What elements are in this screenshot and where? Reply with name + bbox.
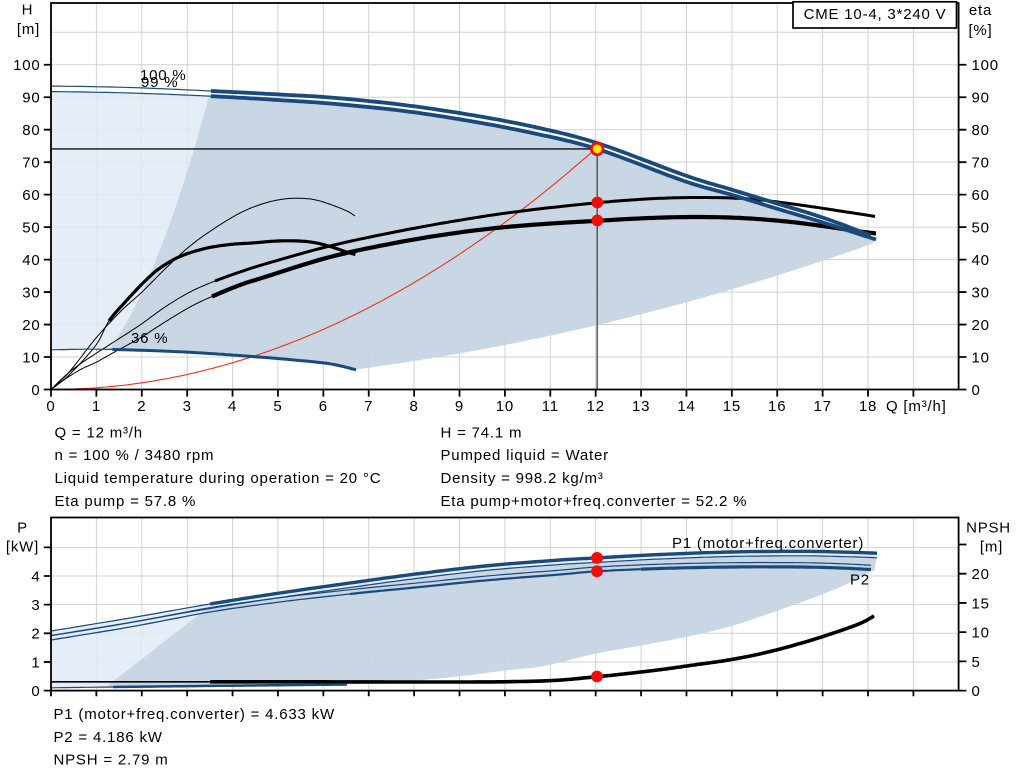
svg-text:18: 18 — [859, 398, 877, 415]
svg-text:P: P — [17, 519, 28, 536]
svg-text:0: 0 — [46, 398, 55, 415]
svg-text:16: 16 — [768, 398, 786, 415]
svg-text:40: 40 — [972, 252, 990, 269]
svg-text:50: 50 — [972, 220, 990, 237]
svg-text:100 %: 100 % — [140, 67, 187, 84]
svg-text:20: 20 — [22, 317, 40, 334]
svg-text:1: 1 — [31, 654, 40, 671]
svg-text:10: 10 — [972, 349, 990, 366]
svg-text:0: 0 — [972, 382, 981, 399]
svg-text:20: 20 — [972, 566, 990, 583]
svg-text:H = 74.1 m: H = 74.1 m — [441, 424, 523, 441]
svg-text:0: 0 — [31, 382, 40, 399]
svg-text:3: 3 — [183, 398, 192, 415]
svg-text:Liquid temperature during oper: Liquid temperature during operation = 20… — [55, 470, 382, 487]
svg-text:5: 5 — [972, 654, 981, 671]
svg-text:30: 30 — [972, 285, 990, 302]
svg-text:100: 100 — [13, 57, 40, 74]
svg-text:CME 10-4, 3*240 V: CME 10-4, 3*240 V — [804, 6, 947, 23]
svg-text:2: 2 — [137, 398, 146, 415]
svg-text:0: 0 — [31, 683, 40, 700]
svg-text:P2: P2 — [850, 572, 870, 589]
svg-text:14: 14 — [677, 398, 695, 415]
svg-text:0: 0 — [972, 683, 981, 700]
svg-text:2: 2 — [31, 626, 40, 643]
svg-text:90: 90 — [972, 90, 990, 107]
svg-text:60: 60 — [972, 187, 990, 204]
svg-text:[kW]: [kW] — [6, 539, 39, 556]
svg-text:11: 11 — [542, 398, 559, 415]
svg-text:P2 = 4.186 kW: P2 = 4.186 kW — [54, 729, 163, 746]
svg-text:10: 10 — [496, 398, 514, 415]
svg-text:15: 15 — [723, 398, 741, 415]
svg-text:13: 13 — [632, 398, 650, 415]
svg-text:Eta pump+motor+freq.converter: Eta pump+motor+freq.converter = 52.2 % — [441, 493, 748, 510]
svg-text:17: 17 — [813, 398, 831, 415]
svg-text:3: 3 — [31, 597, 40, 614]
svg-text:P1 (motor+freq.converter) = 4.: P1 (motor+freq.converter) = 4.633 kW — [54, 706, 335, 723]
svg-text:80: 80 — [972, 122, 990, 139]
svg-text:Pumped liquid = Water: Pumped liquid = Water — [441, 447, 609, 464]
svg-text:4: 4 — [31, 568, 40, 585]
svg-text:8: 8 — [410, 398, 419, 415]
svg-text:99 %: 99 % — [141, 74, 178, 91]
svg-text:80: 80 — [22, 122, 40, 139]
svg-text:30: 30 — [22, 285, 40, 302]
svg-text:H: H — [22, 1, 34, 18]
svg-text:Q [m³/h]: Q [m³/h] — [886, 398, 947, 415]
svg-text:[%]: [%] — [968, 22, 992, 39]
svg-text:P1 (motor+freq.converter): P1 (motor+freq.converter) — [672, 535, 864, 552]
svg-text:7: 7 — [364, 398, 373, 415]
svg-text:n = 100 % / 3480 rpm: n = 100 % / 3480 rpm — [55, 447, 215, 464]
svg-text:eta: eta — [969, 2, 992, 19]
svg-text:NPSH: NPSH — [966, 519, 1011, 536]
svg-text:70: 70 — [22, 155, 40, 172]
svg-text:40: 40 — [22, 252, 40, 269]
svg-text:100: 100 — [972, 57, 999, 74]
svg-text:10: 10 — [972, 625, 990, 642]
svg-text:[m]: [m] — [980, 539, 1003, 556]
svg-text:6: 6 — [319, 398, 328, 415]
svg-text:10: 10 — [22, 349, 40, 366]
svg-text:12: 12 — [587, 398, 605, 415]
svg-text:[m]: [m] — [17, 21, 40, 38]
svg-text:4: 4 — [228, 398, 237, 415]
svg-text:NPSH = 2.79 m: NPSH = 2.79 m — [54, 752, 169, 769]
svg-text:1: 1 — [92, 398, 101, 415]
svg-text:70: 70 — [972, 155, 990, 172]
svg-text:15: 15 — [972, 595, 990, 612]
svg-text:50: 50 — [22, 220, 40, 237]
svg-text:20: 20 — [972, 317, 990, 334]
svg-text:5: 5 — [273, 398, 282, 415]
svg-text:Density = 998.2 kg/m³: Density = 998.2 kg/m³ — [441, 470, 604, 487]
svg-text:36 %: 36 % — [131, 330, 168, 347]
svg-text:9: 9 — [455, 398, 464, 415]
svg-text:Eta pump = 57.8 %: Eta pump = 57.8 % — [55, 493, 197, 510]
svg-text:90: 90 — [22, 90, 40, 107]
svg-text:Q = 12 m³/h: Q = 12 m³/h — [55, 424, 143, 441]
svg-text:60: 60 — [22, 187, 40, 204]
